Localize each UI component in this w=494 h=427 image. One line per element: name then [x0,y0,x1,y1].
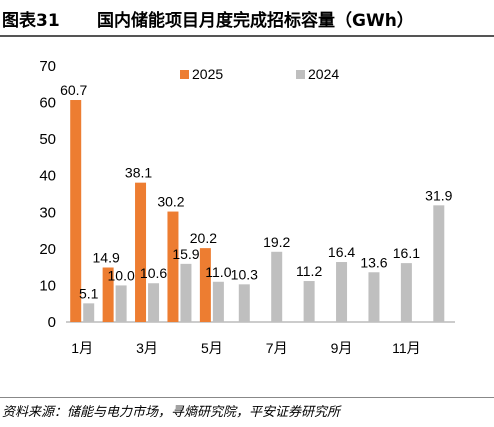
bar-2024-9 [336,262,348,322]
data-label-2024-10: 13.6 [360,254,387,270]
bar-2025-4 [167,211,179,322]
bar-2024-10 [368,272,380,322]
bar-2024-5 [212,281,224,322]
y-tick-label-5: 50 [39,131,56,148]
data-label-2024-9: 16.4 [328,244,355,260]
x-tick-label-9: 9月 [331,340,353,356]
chart-title: 国内储能项目月度完成招标容量（GWh） [97,11,414,31]
bar-2024-8 [303,281,315,322]
bar-2025-5 [199,248,211,322]
x-tick-label-1: 1月 [71,340,93,356]
x-tick-label-3: 3月 [136,340,158,356]
legend-label-2025: 2025 [192,66,223,82]
data-label-2024-4: 15.9 [172,246,199,262]
y-tick-label-2: 20 [39,241,56,258]
y-tick-label-1: 10 [39,277,56,294]
data-label-2024-11: 16.1 [393,245,420,261]
data-label-2024-12: 31.9 [425,187,452,203]
data-label-2024-5: 11.0 [205,264,231,280]
y-tick-label-4: 40 [39,168,56,185]
bar-2024-3 [148,283,160,322]
y-tick-label-0: 0 [48,314,56,331]
y-tick-label-6: 60 [39,95,56,112]
data-label-2025-5: 20.2 [190,230,217,246]
bar-2025-3 [135,182,147,322]
data-label-2025-1: 60.7 [60,82,87,98]
data-label-2024-6: 10.3 [231,266,258,282]
data-label-2024-7: 19.2 [263,234,290,250]
header-divider [0,35,494,37]
bar-2024-1 [83,303,95,322]
bar-2024-4 [180,263,192,322]
figure-label: 图表31 [2,11,60,31]
legend-label-2024: 2024 [308,66,339,82]
data-label-2024-2: 10.0 [108,267,135,283]
data-label-2024-1: 5.1 [79,285,99,301]
data-label-2025-3: 38.1 [125,165,152,181]
legend-swatch-2025 [180,70,189,79]
data-label-2024-3: 10.6 [140,265,167,281]
bar-2024-12 [433,205,445,322]
data-label-2024-8: 11.2 [296,263,322,279]
y-tick-label-7: 70 [39,58,56,75]
data-label-2025-4: 30.2 [157,194,184,210]
bar-2024-11 [400,263,412,322]
legend-swatch-2024 [296,70,305,79]
data-label-2025-2: 14.9 [93,250,120,266]
bar-2025-2 [102,267,114,322]
x-tick-label-11: 11月 [392,340,421,356]
source-note: 资料来源：储能与电力市场，寻熵研究院，平安证券研究所 [2,405,341,420]
y-tick-label-3: 30 [39,204,56,221]
bar-2025-1 [70,100,82,322]
figure-header: 图表31 国内储能项目月度完成招标容量（GWh） [0,0,494,37]
bar-2024-7 [271,251,283,322]
source-divider [0,397,494,398]
x-tick-label-7: 7月 [266,340,288,356]
bar-2024-2 [115,285,127,322]
x-tick-label-5: 5月 [201,340,223,356]
bar-2024-6 [238,284,250,322]
